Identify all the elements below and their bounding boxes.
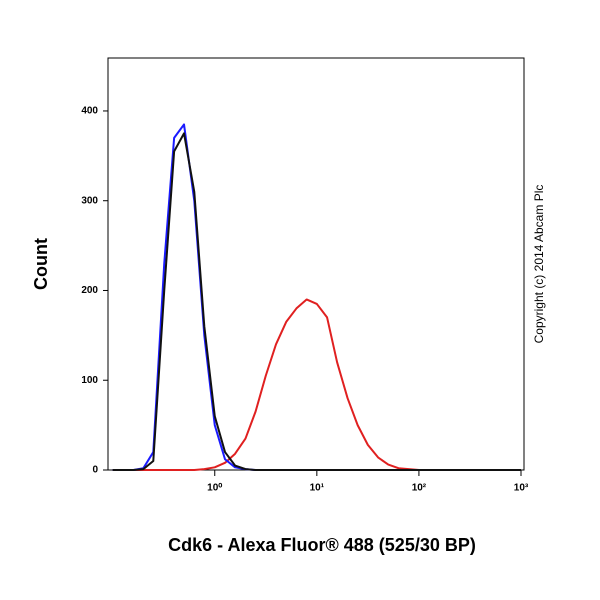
histogram-line xyxy=(112,123,521,471)
x-tick-label: 10³ xyxy=(514,483,529,494)
x-tick-label: 10¹ xyxy=(310,483,325,494)
histogram-line xyxy=(112,132,521,471)
y-tick-label: 200 xyxy=(81,285,98,296)
y-tick-label: 100 xyxy=(81,375,98,386)
histogram-line xyxy=(112,298,521,471)
y-tick-label: 300 xyxy=(81,195,98,206)
x-tick-label: 10⁰ xyxy=(207,483,222,494)
copyright: Copyright (c) 2014 Abcam Plc xyxy=(532,185,546,344)
y-axis-label: Count xyxy=(31,238,51,290)
x-axis-label: Cdk6 - Alexa Fluor® 488 (525/30 BP) xyxy=(168,535,476,555)
y-tick-label: 0 xyxy=(92,465,98,476)
plot-frame xyxy=(107,57,525,471)
x-tick-label: 10² xyxy=(412,483,427,494)
y-tick-label: 400 xyxy=(81,106,98,117)
